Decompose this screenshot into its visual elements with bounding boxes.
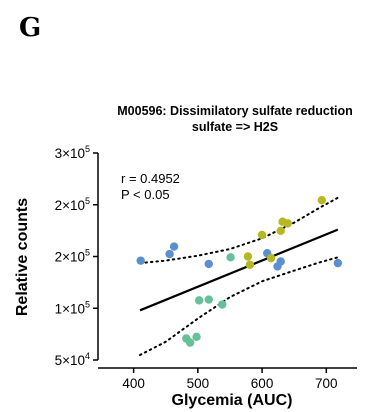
data-point-s0-2 (169, 242, 179, 251)
data-point-s1-3 (194, 296, 204, 305)
data-point-s2-2 (257, 230, 267, 240)
p-value: P < 0.05 (121, 187, 170, 202)
data-point-s1-1 (185, 338, 195, 347)
regression-line (139, 228, 339, 312)
chart-title-line1: M00596: Dissimilatory sulfate reduction (117, 104, 353, 118)
ci-lower-band (139, 256, 339, 356)
chart-title-line2: sulfate => H2S (192, 120, 278, 134)
data-point-s0-1 (165, 249, 174, 259)
correlation-r: r = 0.4952 (121, 171, 180, 186)
tick-layer: 400 500 600 700 5×104 1×105 2×105 2×105 3×105 (55, 144, 338, 391)
x-tick-label-1: 500 (187, 376, 210, 391)
point-layer (136, 195, 343, 347)
y-tick-label-4: 3×105 (55, 144, 90, 161)
data-point-s2-4 (276, 226, 285, 236)
y-tick-label-1: 1×105 (55, 299, 90, 316)
data-point-s0-6 (276, 257, 285, 266)
y-tick-label-2: 2×105 (55, 248, 90, 265)
data-point-s2-3 (266, 253, 276, 263)
y-tick-label-3: 2×105 (55, 196, 90, 213)
data-point-s2-0 (243, 252, 253, 261)
data-point-s1-6 (226, 253, 235, 262)
x-axis-title: Glycemia (AUC) (172, 392, 293, 409)
data-point-s2-6 (283, 219, 292, 228)
data-point-s1-4 (204, 295, 213, 304)
panel-label: G (19, 13, 41, 43)
y-tick-label-0: 5×104 (55, 351, 90, 368)
y-axis-title: Relative counts (14, 198, 31, 316)
fit-layer (139, 196, 339, 356)
data-point-s1-5 (218, 300, 227, 309)
data-point-s2-7 (317, 195, 327, 205)
data-point-s0-7 (333, 258, 343, 268)
x-tick-label-0: 400 (122, 376, 145, 391)
data-point-s2-1 (245, 260, 255, 269)
data-point-s0-0 (136, 256, 145, 265)
x-tick-label-2: 600 (251, 376, 274, 391)
data-point-s0-3 (204, 259, 213, 269)
x-tick-label-3: 700 (315, 376, 338, 391)
data-point-s1-2 (192, 332, 201, 342)
